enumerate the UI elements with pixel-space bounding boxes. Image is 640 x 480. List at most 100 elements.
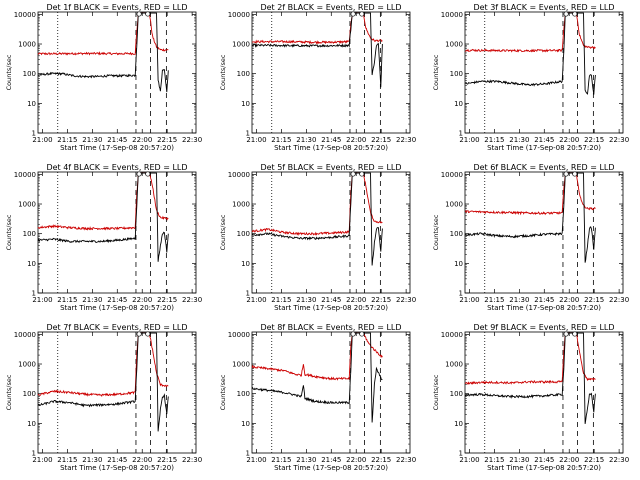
- series-line-black: [464, 12, 596, 95]
- x-tick-label: 22:30: [182, 296, 202, 304]
- saturation-marker: [145, 331, 151, 337]
- saturation-marker: [359, 11, 365, 17]
- y-tick-label: 1000: [445, 361, 463, 369]
- plot-frame: [37, 11, 197, 134]
- x-axis-label: Start Time (17-Sep-08 20:57:20): [274, 464, 388, 472]
- y-tick-label: 1000: [18, 41, 36, 49]
- y-tick-label: 100: [237, 390, 250, 398]
- x-tick-label: 21:45: [321, 296, 341, 304]
- x-tick-label: 22:30: [396, 136, 416, 144]
- y-tick-label: 10: [27, 260, 36, 268]
- chart-panel-1: Det 1f BLACK = Events, RED = LLD 1 10 100 10…: [5, 3, 202, 152]
- y-tick-label: 1000: [232, 361, 250, 369]
- y-tick-label: 100: [237, 70, 250, 78]
- x-tick-label: 21:00: [246, 456, 266, 464]
- x-tick-label: 21:45: [107, 296, 127, 304]
- chart-title: Det 4f BLACK = Events, RED = LLD: [46, 163, 187, 172]
- y-tick-label: 100: [23, 70, 36, 78]
- saturation-marker: [563, 11, 569, 17]
- x-tick-label: 21:30: [82, 456, 102, 464]
- y-tick-label: 1: [32, 450, 36, 458]
- x-tick-label: 21:45: [321, 136, 341, 144]
- x-axis-label: Start Time (17-Sep-08 20:57:20): [274, 144, 388, 152]
- saturation-marker: [136, 11, 142, 17]
- y-tick-label: 1: [459, 450, 463, 458]
- y-axis-label: Counts/sec: [432, 54, 440, 90]
- x-tick-label: 21:15: [484, 136, 504, 144]
- x-tick-label: 22:15: [584, 296, 604, 304]
- chart-panel-7: Det 7f BLACK = Events, RED = LLD 1 10 100 10…: [5, 323, 202, 472]
- saturation-marker: [359, 171, 365, 177]
- chart-title: Det 2f BLACK = Events, RED = LLD: [260, 3, 401, 12]
- plot-frame: [251, 171, 411, 294]
- saturation-marker: [350, 171, 356, 177]
- y-tick-label: 100: [23, 230, 36, 238]
- x-tick-label: 21:45: [107, 136, 127, 144]
- saturation-marker: [145, 11, 151, 17]
- chart-title: Det 8f BLACK = Events, RED = LLD: [260, 323, 401, 332]
- saturation-marker: [136, 171, 142, 177]
- x-tick-label: 21:00: [32, 456, 52, 464]
- x-tick-label: 22:00: [132, 456, 152, 464]
- y-tick-label: 1: [246, 130, 250, 138]
- plot-frame: [251, 331, 411, 454]
- y-tick-label: 100: [23, 390, 36, 398]
- y-tick-label: 1: [32, 130, 36, 138]
- x-tick-label: 21:15: [57, 136, 77, 144]
- y-tick-label: 10000: [14, 171, 36, 179]
- x-tick-label: 22:30: [182, 456, 202, 464]
- y-tick-label: 10: [241, 260, 250, 268]
- y-tick-label: 10: [27, 100, 36, 108]
- plot-frame: [464, 331, 624, 454]
- saturation-marker: [350, 11, 356, 17]
- chart-panel-4: Det 4f BLACK = Events, RED = LLD 1 10 100 10…: [5, 163, 202, 312]
- y-tick-label: 100: [450, 70, 463, 78]
- y-tick-label: 10000: [441, 11, 463, 19]
- x-axis-label: Start Time (17-Sep-08 20:57:20): [487, 464, 601, 472]
- x-tick-label: 22:15: [584, 456, 604, 464]
- y-axis-label: Counts/sec: [432, 214, 440, 250]
- x-tick-label: 21:00: [246, 296, 266, 304]
- chart-panel-3: Det 3f BLACK = Events, RED = LLD 1 10 100 10…: [432, 3, 629, 152]
- x-axis-label: Start Time (17-Sep-08 20:57:20): [487, 304, 601, 312]
- y-tick-label: 1: [32, 290, 36, 298]
- x-axis-label: Start Time (17-Sep-08 20:57:20): [60, 144, 174, 152]
- series-line-red: [464, 332, 596, 385]
- chart-title: Det 6f BLACK = Events, RED = LLD: [473, 163, 614, 172]
- saturation-marker: [572, 171, 578, 177]
- chart-panel-2: Det 2f BLACK = Events, RED = LLD 1 10 100 10…: [219, 3, 416, 152]
- x-axis-label: Start Time (17-Sep-08 20:57:20): [487, 144, 601, 152]
- y-axis-label: Counts/sec: [432, 374, 440, 410]
- x-tick-label: 21:30: [296, 136, 316, 144]
- x-tick-label: 21:45: [107, 456, 127, 464]
- x-tick-label: 22:15: [371, 136, 391, 144]
- x-tick-label: 22:00: [132, 296, 152, 304]
- x-tick-label: 22:00: [559, 296, 579, 304]
- y-axis-label: Counts/sec: [219, 214, 227, 250]
- y-tick-label: 10000: [228, 331, 250, 339]
- x-tick-label: 21:45: [534, 296, 554, 304]
- y-tick-label: 100: [237, 230, 250, 238]
- plot-frame: [464, 171, 624, 294]
- x-tick-label: 21:30: [509, 136, 529, 144]
- chart-panel-5: Det 5f BLACK = Events, RED = LLD 1 10 100 10…: [219, 163, 416, 312]
- x-tick-label: 21:00: [459, 296, 479, 304]
- x-tick-label: 21:15: [57, 296, 77, 304]
- x-tick-label: 21:30: [296, 296, 316, 304]
- y-tick-label: 100: [450, 390, 463, 398]
- x-axis-label: Start Time (17-Sep-08 20:57:20): [60, 464, 174, 472]
- x-tick-label: 22:30: [609, 296, 629, 304]
- plot-frame: [464, 11, 624, 134]
- x-tick-label: 21:15: [484, 456, 504, 464]
- x-tick-label: 22:00: [346, 296, 366, 304]
- saturation-marker: [350, 331, 356, 337]
- x-tick-label: 21:45: [321, 456, 341, 464]
- series-line-black: [251, 172, 383, 266]
- y-axis-label: Counts/sec: [5, 214, 13, 250]
- series-line-red: [252, 12, 383, 45]
- x-tick-label: 21:00: [459, 456, 479, 464]
- x-tick-label: 22:30: [609, 136, 629, 144]
- y-tick-label: 1000: [232, 41, 250, 49]
- chart-title: Det 5f BLACK = Events, RED = LLD: [260, 163, 401, 172]
